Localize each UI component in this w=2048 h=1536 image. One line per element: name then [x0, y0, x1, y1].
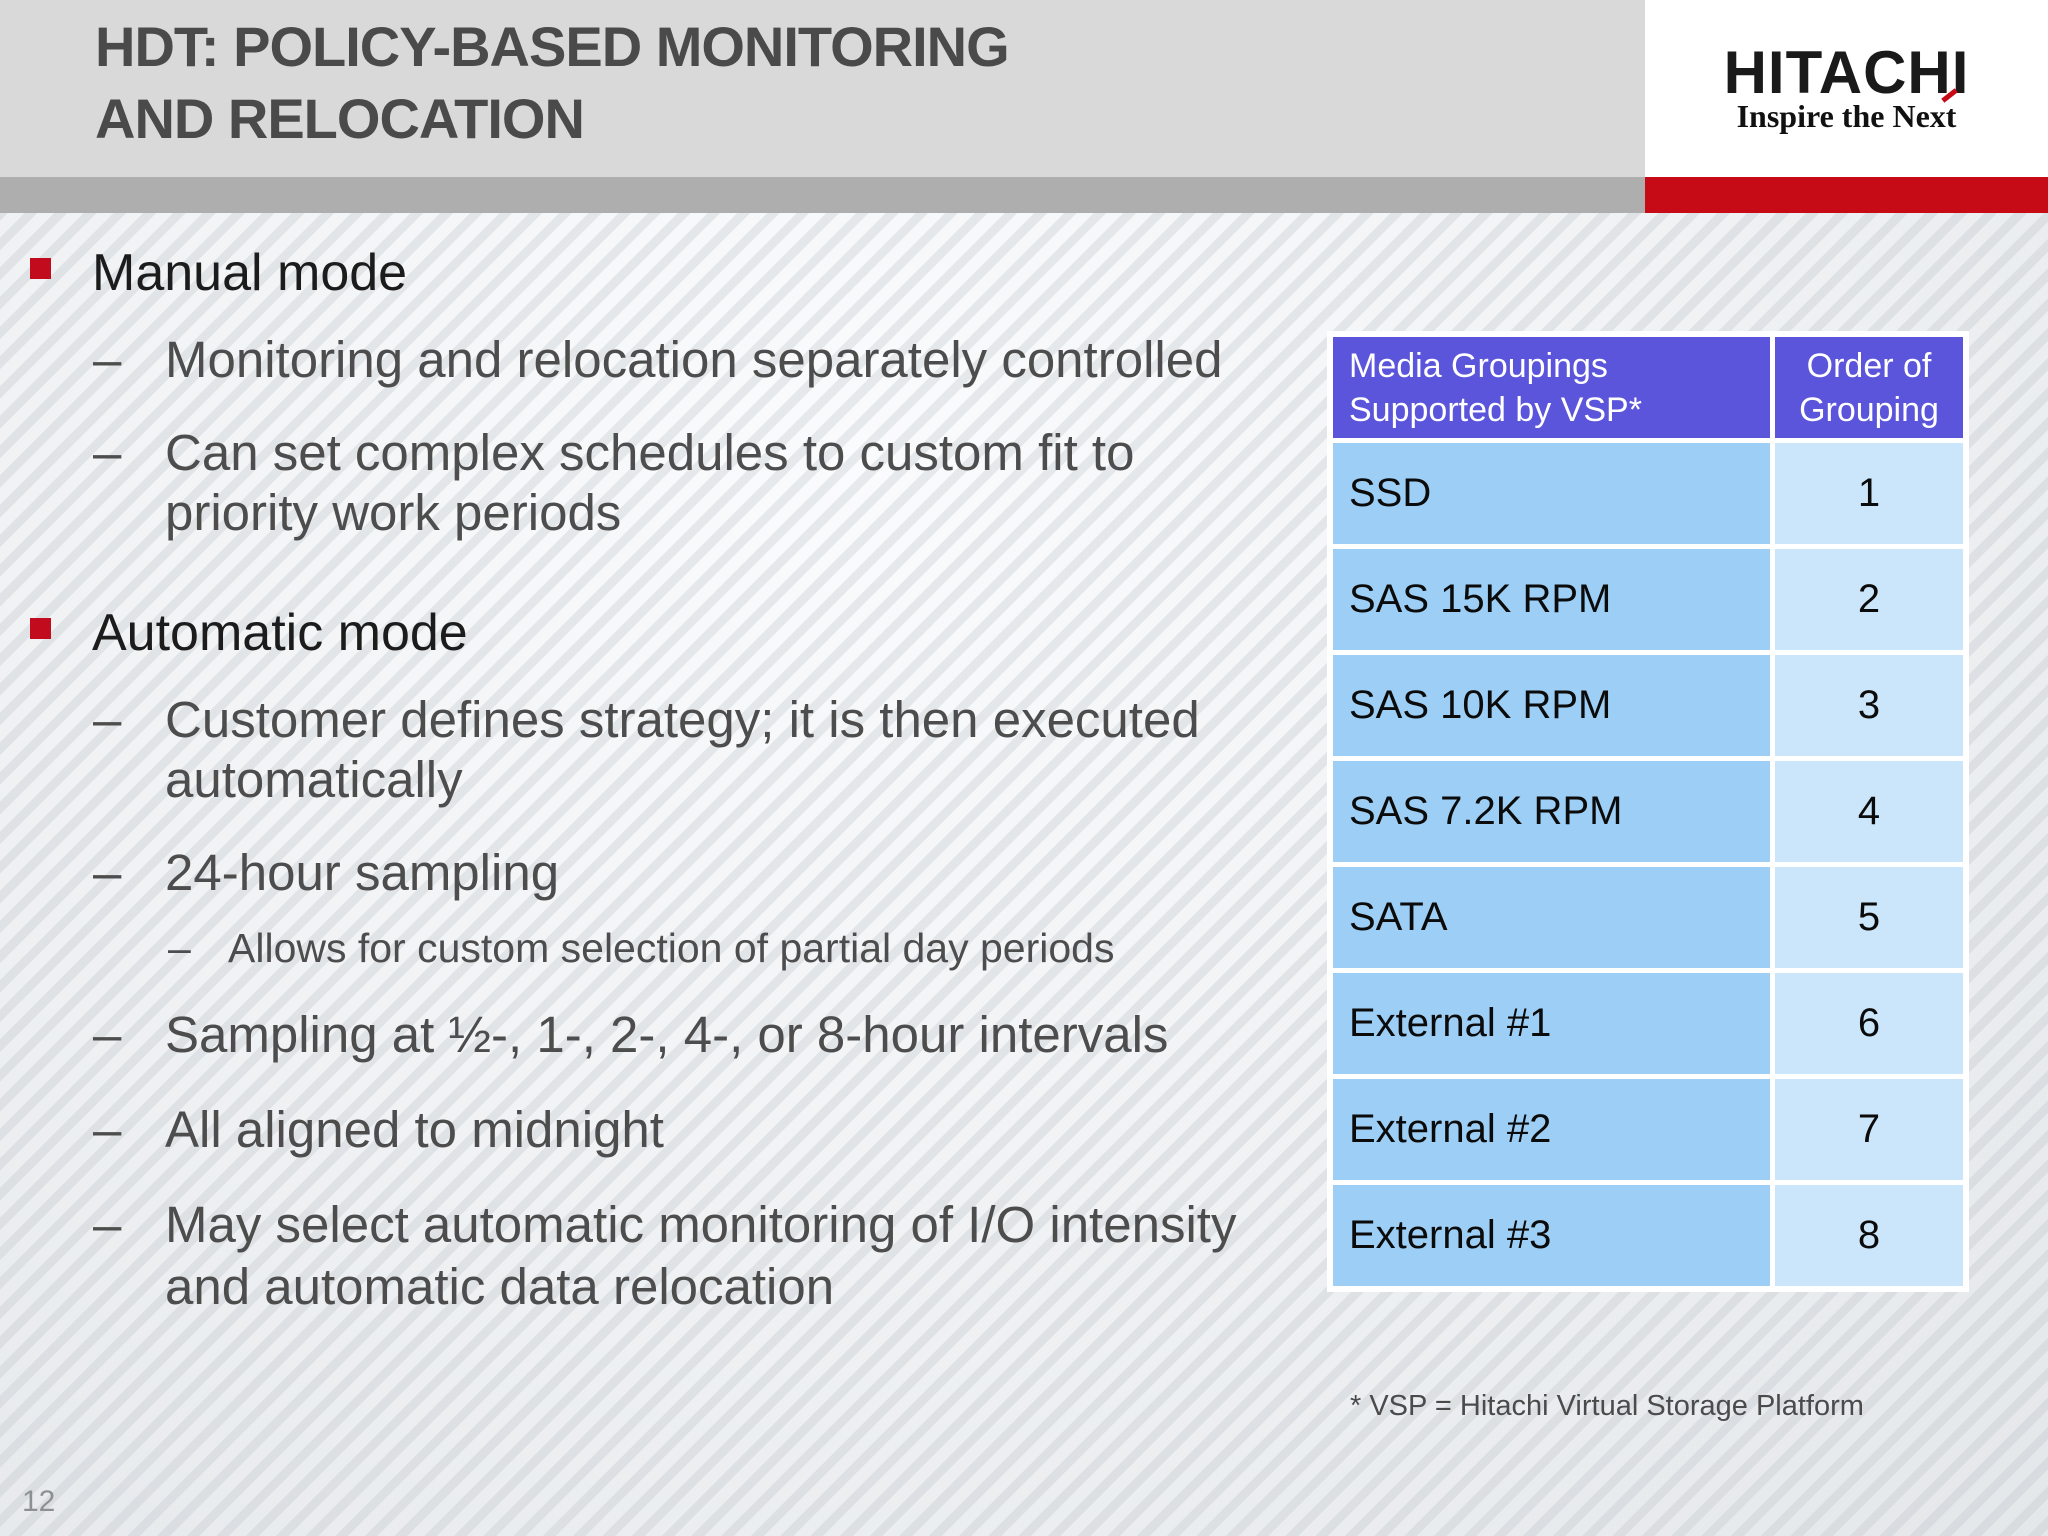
bullet-text: Sampling at ½-, 1-, 2-, 4-, or 8-hour in… — [165, 1006, 1169, 1063]
table-cell-order: 2 — [1775, 549, 1963, 650]
page-title: HDT: POLICY-BASED MONITORING AND RELOCAT… — [95, 11, 1010, 155]
table-cell-media: External #3 — [1333, 1185, 1770, 1286]
bullet-text: Customer defines strategy; it is then ex… — [165, 691, 1200, 748]
table-cell-media: External #2 — [1333, 1079, 1770, 1180]
bullet-customer-strategy-line1: – Customer defines strategy; it is then … — [93, 690, 1200, 749]
hitachi-tagline: Inspire the Next — [1737, 88, 1959, 135]
table-cell-order: 7 — [1775, 1079, 1963, 1180]
header-line: Grouping — [1799, 390, 1939, 429]
vsp-footnote: * VSP = Hitachi Virtual Storage Platform — [1350, 1390, 1864, 1422]
table-cell-media: SATA — [1333, 867, 1770, 968]
hitachi-logo: HITACHI Inspire the Next — [1645, 0, 2048, 177]
dash-bullet-icon: – — [93, 1101, 122, 1158]
media-groupings-table: Media Groupings Supported by VSP* Order … — [1327, 331, 1969, 1292]
bullet-complex-schedules-line1: – Can set complex schedules to custom fi… — [93, 423, 1135, 482]
bullet-partial-day-periods: – Allows for custom selection of partial… — [168, 925, 1115, 972]
table-cell-media: External #1 — [1333, 973, 1770, 1074]
header-line: Order of — [1806, 346, 1932, 385]
table-cell-order: 6 — [1775, 973, 1963, 1074]
bullet-aligned-midnight: – All aligned to midnight — [93, 1100, 664, 1159]
red-square-bullet-icon — [30, 618, 51, 639]
table-cell-media: SAS 10K RPM — [1333, 655, 1770, 756]
header-line: Media Groupings — [1349, 346, 1608, 385]
table-cell-order: 4 — [1775, 761, 1963, 862]
table-cell-order: 3 — [1775, 655, 1963, 756]
bullet-text: All aligned to midnight — [165, 1101, 664, 1158]
bullet-text: Manual mode — [92, 244, 408, 302]
bullet-text: May select automatic monitoring of I/O i… — [165, 1196, 1237, 1253]
dash-bullet-icon: – — [93, 1196, 122, 1253]
dash-bullet-icon: – — [93, 691, 122, 748]
bullet-automatic-mode: Automatic mode — [30, 603, 468, 663]
header-divider-strip-red — [1645, 177, 2048, 213]
bullet-text: Allows for custom selection of partial d… — [228, 925, 1115, 971]
table-header-order-of-grouping: Order of Grouping — [1775, 337, 1963, 438]
bullet-24-hour-sampling: – 24-hour sampling — [93, 843, 560, 902]
bullet-sampling-intervals: – Sampling at ½-, 1-, 2-, 4-, or 8-hour … — [93, 1005, 1169, 1064]
header-line: Supported by VSP* — [1349, 390, 1642, 429]
dash-bullet-icon: – — [168, 925, 191, 971]
page-title-line-2: AND RELOCATION — [95, 87, 585, 150]
table-cell-media: SSD — [1333, 443, 1770, 544]
page-number: 12 — [22, 1485, 56, 1518]
table-cell-media: SAS 15K RPM — [1333, 549, 1770, 650]
bullet-monitoring-relocation: – Monitoring and relocation separately c… — [93, 330, 1223, 389]
bullet-customer-strategy-line2: automatically — [165, 750, 463, 809]
red-square-bullet-icon — [30, 258, 51, 279]
bullet-io-intensity-line1: – May select automatic monitoring of I/O… — [93, 1195, 1237, 1254]
bullet-text: 24-hour sampling — [165, 844, 560, 901]
bullet-text: Automatic mode — [92, 604, 468, 662]
bullet-text: Can set complex schedules to custom fit … — [165, 424, 1135, 481]
header-divider-strip — [0, 177, 1645, 213]
table-header-media-groupings: Media Groupings Supported by VSP* — [1333, 337, 1770, 438]
dash-bullet-icon: – — [93, 424, 122, 481]
table-cell-order: 1 — [1775, 443, 1963, 544]
hitachi-brand-text: HITACHI — [1723, 39, 1970, 106]
table-cell-order: 5 — [1775, 867, 1963, 968]
bullet-text: automatically — [165, 751, 463, 808]
bullet-io-intensity-line2: and automatic data relocation — [165, 1257, 834, 1316]
bullet-text: and automatic data relocation — [165, 1258, 835, 1315]
bullet-manual-mode: Manual mode — [30, 243, 408, 303]
bullet-text: Monitoring and relocation separately con… — [165, 331, 1223, 388]
bullet-text: priority work periods — [165, 484, 622, 541]
dash-bullet-icon: – — [93, 1006, 122, 1063]
dash-bullet-icon: – — [93, 844, 122, 901]
table-cell-media: SAS 7.2K RPM — [1333, 761, 1770, 862]
bullet-complex-schedules-line2: priority work periods — [165, 483, 621, 542]
dash-bullet-icon: – — [93, 331, 122, 388]
table-cell-order: 8 — [1775, 1185, 1963, 1286]
hitachi-tagline-wrap: Inspire the Next — [1645, 88, 2048, 135]
page-title-line-1: HDT: POLICY-BASED MONITORING — [95, 15, 1010, 78]
